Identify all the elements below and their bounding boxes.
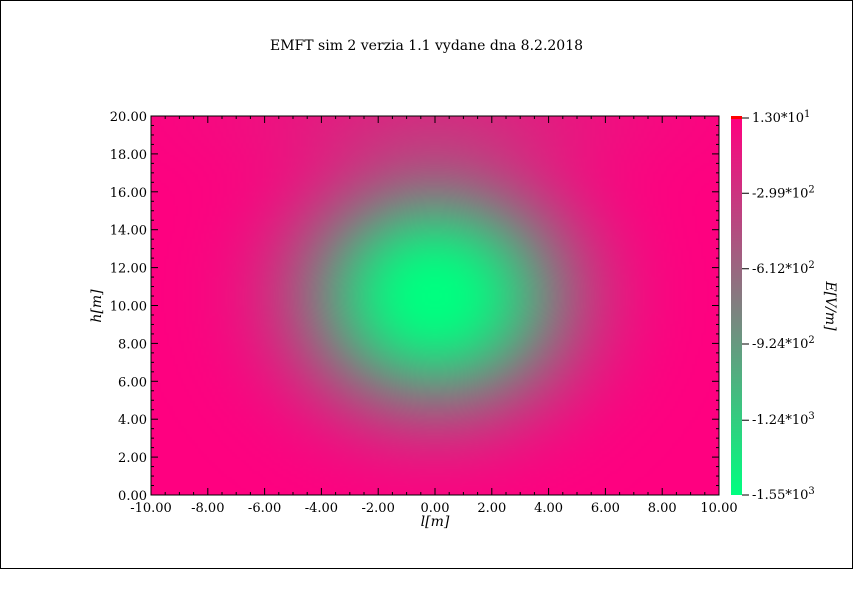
y-axis: 0.00 2.00 4.00 6.00 8.00 10.00 12.00 14.00 16.00…	[110, 110, 719, 504]
colorbar-tick-label: -1.24*103	[752, 411, 815, 428]
x-tick-label: 10.00	[700, 501, 737, 516]
y-tick-label: 16.00	[110, 186, 147, 201]
colorbar-label: E[V/m]	[822, 280, 838, 331]
x-tick-label: 6.00	[591, 501, 620, 516]
y-tick-label: 8.00	[118, 337, 147, 352]
x-axis-label: l[m]	[421, 514, 450, 530]
x-tick-label: -10.00	[130, 501, 172, 516]
x-tick-label: 0.00	[421, 501, 450, 516]
chart-title: EMFT sim 2 verzia 1.1 vydane dna 8.2.201…	[269, 38, 584, 54]
x-axis: -10.00 -8.00 -6.00 -4.00 -2.00 0.00 2.00 4.00 6.…	[130, 116, 738, 516]
y-axis-label: h[m]	[89, 289, 105, 323]
y-tick-label: 14.00	[110, 224, 147, 239]
y-tick-label: 18.00	[110, 148, 147, 163]
x-tick-label: 2.00	[477, 501, 506, 516]
x-tick-label: -8.00	[191, 501, 224, 516]
colorbar-top-mark	[731, 116, 742, 119]
y-tick-label: 12.00	[110, 262, 147, 277]
y-tick-label: 0.00	[118, 489, 147, 504]
colorbar-ticks: 1.30*101 -2.99*102 -6.12*102 -9.24*102 -1.24…	[742, 109, 815, 503]
x-tick-label: -6.00	[248, 501, 281, 516]
colorbar-tick-label: -6.12*102	[752, 260, 815, 277]
x-tick-label: 8.00	[648, 501, 677, 516]
x-tick-label: -2.00	[362, 501, 395, 516]
colorbar	[731, 118, 742, 495]
y-tick-label: 10.00	[110, 300, 147, 315]
heatmap-field	[151, 116, 719, 495]
x-tick-label: -4.00	[305, 501, 338, 516]
colorbar-tick-label: -9.24*102	[752, 335, 815, 352]
colorbar-tick-label: -2.99*102	[752, 184, 815, 201]
y-tick-label: 4.00	[118, 413, 147, 428]
colorbar-tick-label: 1.30*101	[752, 109, 810, 126]
colorbar-tick-label: -1.55*103	[752, 486, 815, 503]
y-tick-label: 2.00	[118, 451, 147, 466]
y-tick-label: 6.00	[118, 375, 147, 390]
x-tick-label: 4.00	[534, 501, 563, 516]
y-tick-label: 20.00	[110, 110, 147, 125]
